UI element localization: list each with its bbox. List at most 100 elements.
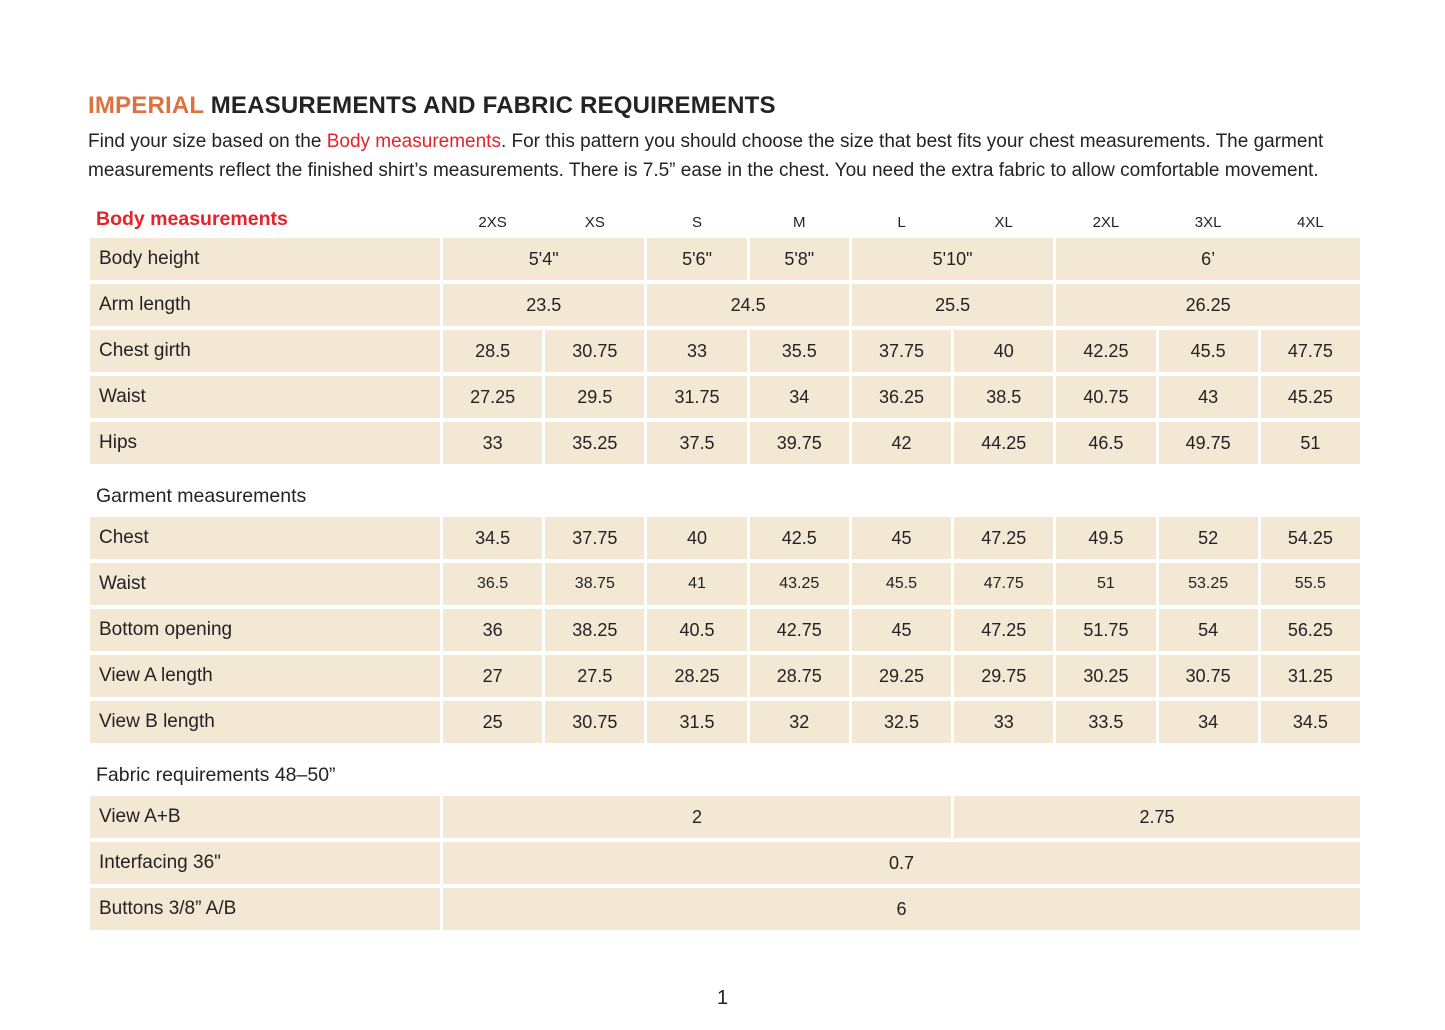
table-cell: 26.25 bbox=[1056, 284, 1360, 326]
column-header-l: L bbox=[897, 214, 906, 231]
table-cell: 37.5 bbox=[647, 422, 747, 464]
column-header-s: S bbox=[692, 214, 703, 231]
table-cell: 40.75 bbox=[1056, 376, 1156, 418]
table-cell: 42 bbox=[851, 422, 952, 464]
table-cell: 28.5 bbox=[443, 330, 543, 372]
table-cell: 27.25 bbox=[443, 376, 543, 418]
table-cell: 34.5 bbox=[1260, 701, 1360, 743]
table-cell: 31.5 bbox=[647, 701, 747, 743]
row-label: Waist bbox=[90, 376, 440, 418]
table-cell: 40 bbox=[647, 517, 747, 559]
table-cell: 34 bbox=[1158, 701, 1258, 743]
table-cell: 5'6" bbox=[647, 238, 747, 280]
table-cell: 30.25 bbox=[1056, 655, 1156, 697]
row-label: Hips bbox=[90, 422, 440, 464]
table-cell: 52 bbox=[1158, 517, 1258, 559]
table-cell: 30.75 bbox=[545, 701, 645, 743]
table-cell: 47.25 bbox=[954, 609, 1054, 651]
table-cell: 39.75 bbox=[749, 422, 849, 464]
column-header-3xl: 3XL bbox=[1194, 214, 1222, 231]
page-title: IMPERIAL MEASUREMENTS AND FABRIC REQUIRE… bbox=[88, 92, 1360, 120]
table-cell: 2 bbox=[443, 796, 952, 838]
table-cell: 5'10" bbox=[851, 238, 1054, 280]
table-cell: 36.25 bbox=[851, 376, 952, 418]
table-cell: 51.75 bbox=[1056, 609, 1156, 651]
size-chart-table: Body measurements 2XS XS S M L XL 2XL 3XL 4XL Body… bbox=[90, 201, 1360, 930]
table-cell: 0.7 bbox=[443, 842, 1360, 884]
table-cell: 40.5 bbox=[647, 609, 747, 651]
body-measurements-reference: Body measurements bbox=[326, 131, 501, 152]
intro-paragraph: Find your size based on the Body measure… bbox=[88, 128, 1370, 185]
column-header-xs: XS bbox=[584, 214, 605, 231]
table-cell: 32 bbox=[749, 701, 849, 743]
row-label: Arm length bbox=[90, 284, 440, 326]
table-cell: 37.75 bbox=[851, 330, 952, 372]
table-cell: 30.75 bbox=[545, 330, 645, 372]
column-header-4xl: 4XL bbox=[1297, 214, 1324, 231]
table-cell: 36.5 bbox=[443, 563, 543, 605]
table-cell: 49.75 bbox=[1158, 422, 1258, 464]
table-cell: 41 bbox=[647, 563, 747, 605]
table-cell: 54.25 bbox=[1260, 517, 1360, 559]
table-cell: 45.5 bbox=[1158, 330, 1258, 372]
column-header-2xs: 2XS bbox=[478, 214, 507, 231]
table-cell: 56.25 bbox=[1260, 609, 1360, 651]
intro-text-post: . For this pattern you should choose the… bbox=[88, 131, 1324, 181]
table-cell: 30.75 bbox=[1158, 655, 1258, 697]
table-cell: 47.75 bbox=[1260, 330, 1360, 372]
table-cell: 27 bbox=[443, 655, 543, 697]
table-cell: 29.25 bbox=[851, 655, 952, 697]
table-cell: 38.75 bbox=[545, 563, 645, 605]
row-label: Chest girth bbox=[90, 330, 440, 372]
table-cell: 5'8" bbox=[749, 238, 849, 280]
table-cell: 37.75 bbox=[545, 517, 645, 559]
table-cell: 55.5 bbox=[1260, 563, 1360, 605]
table-header-label: Body measurements bbox=[96, 208, 288, 230]
row-label: Interfacing 36" bbox=[90, 842, 440, 884]
row-label: Chest bbox=[90, 517, 440, 559]
row-label: Body height bbox=[90, 238, 440, 280]
column-header-m: M bbox=[793, 214, 806, 231]
table-cell: 33 bbox=[443, 422, 543, 464]
table-cell: 40 bbox=[954, 330, 1054, 372]
table-cell: 29.5 bbox=[545, 376, 645, 418]
table-cell: 28.25 bbox=[647, 655, 747, 697]
table-cell: 47.25 bbox=[954, 517, 1054, 559]
table-cell: 54 bbox=[1158, 609, 1258, 651]
table-cell: 32.5 bbox=[851, 701, 952, 743]
row-label: View A+B bbox=[90, 796, 440, 838]
section-title: Garment measurements bbox=[90, 468, 1360, 513]
column-header-2xl: 2XL bbox=[1092, 214, 1120, 231]
table-cell: 35.25 bbox=[545, 422, 645, 464]
table-cell: 45.25 bbox=[1260, 376, 1360, 418]
table-cell: 38.25 bbox=[545, 609, 645, 651]
table-cell: 31.75 bbox=[647, 376, 747, 418]
row-label: View B length bbox=[90, 701, 440, 743]
table-cell: 33.5 bbox=[1056, 701, 1156, 743]
table-cell: 33 bbox=[954, 701, 1054, 743]
table-cell: 2.75 bbox=[954, 796, 1360, 838]
table-cell: 34 bbox=[749, 376, 849, 418]
row-label: View A length bbox=[90, 655, 440, 697]
page-title-accent: IMPERIAL bbox=[88, 92, 204, 119]
page-title-rest: MEASUREMENTS AND FABRIC REQUIREMENTS bbox=[203, 92, 776, 119]
intro-text-pre: Find your size based on the bbox=[88, 131, 327, 152]
table-cell: 51 bbox=[1056, 563, 1156, 605]
table-cell: 29.75 bbox=[954, 655, 1054, 697]
table-cell: 28.75 bbox=[749, 655, 849, 697]
section-title: Fabric requirements 48–50” bbox=[90, 747, 1360, 792]
table-cell: 34.5 bbox=[443, 517, 543, 559]
row-label: Waist bbox=[90, 563, 440, 605]
table-cell: 44.25 bbox=[954, 422, 1054, 464]
page-number: 1 bbox=[716, 987, 729, 1009]
table-cell: 23.5 bbox=[443, 284, 645, 326]
table-cell: 46.5 bbox=[1056, 422, 1156, 464]
table-cell: 45 bbox=[851, 517, 952, 559]
column-header-xl: XL bbox=[994, 214, 1013, 231]
table-cell: 25 bbox=[443, 701, 543, 743]
table-cell: 24.5 bbox=[647, 284, 849, 326]
table-cell: 43.25 bbox=[749, 563, 849, 605]
table-cell: 25.5 bbox=[851, 284, 1054, 326]
table-cell: 51 bbox=[1260, 422, 1360, 464]
table-cell: 49.5 bbox=[1056, 517, 1156, 559]
